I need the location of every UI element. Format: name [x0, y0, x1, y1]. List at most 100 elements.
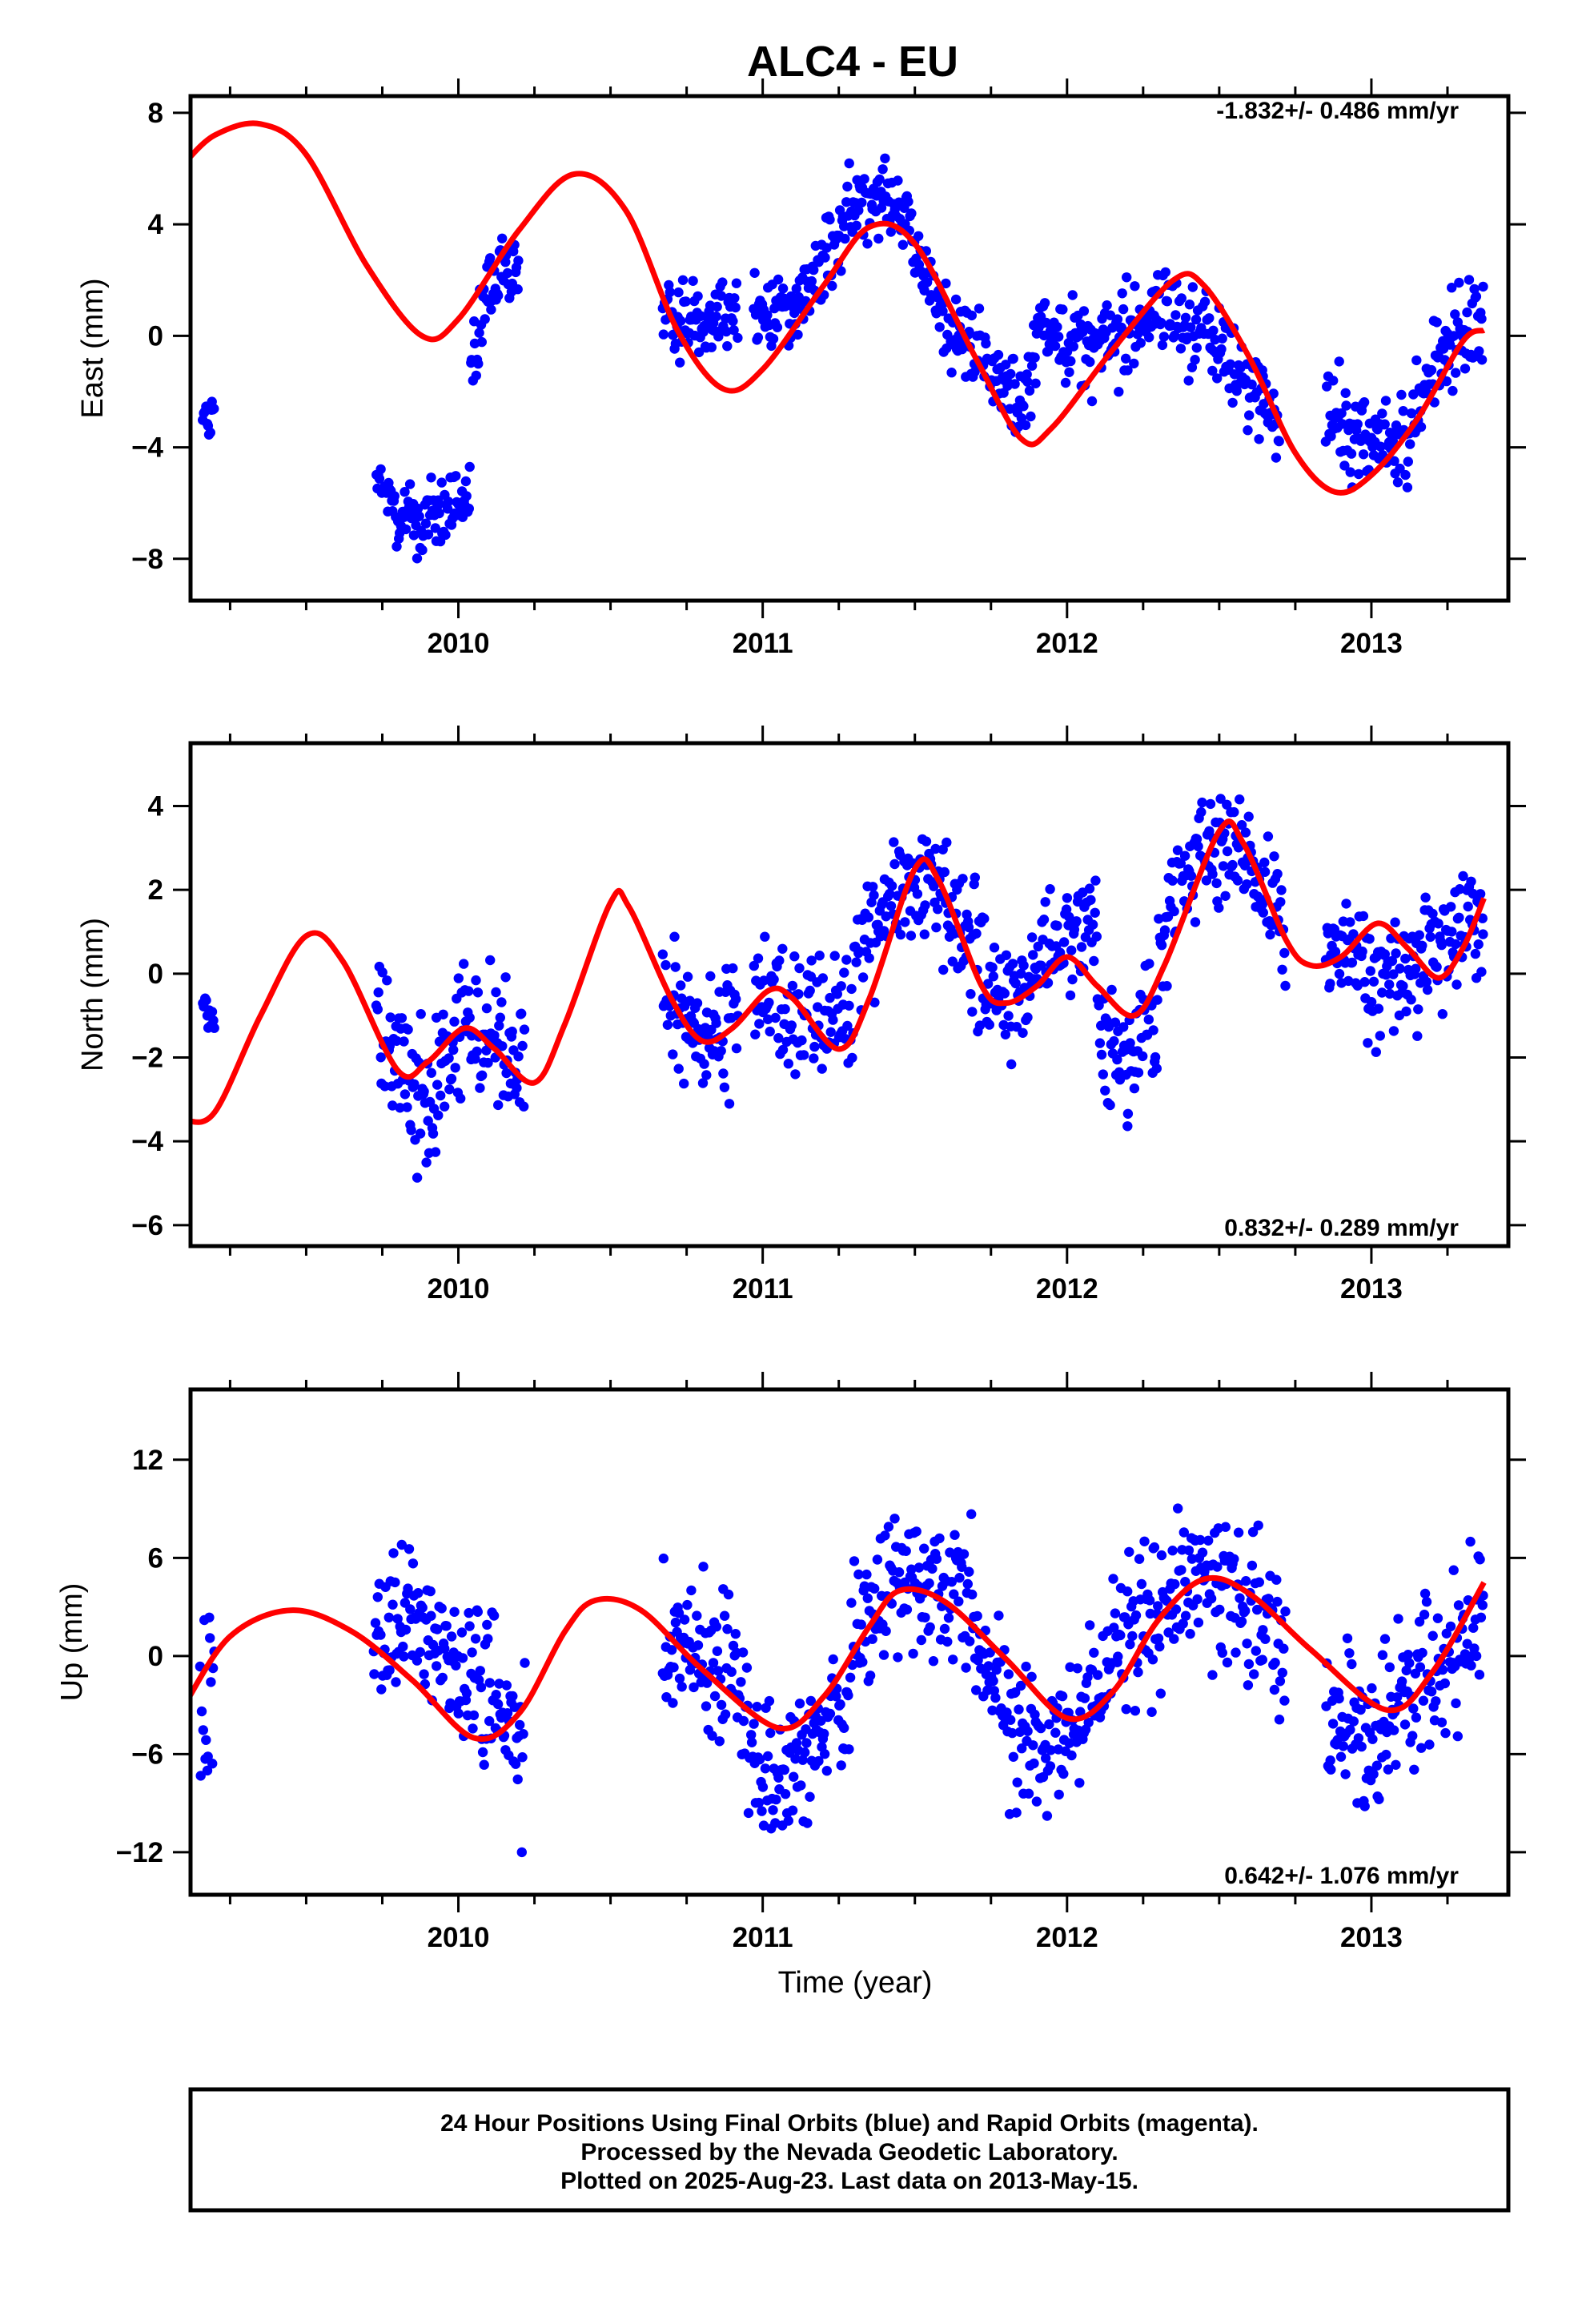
east-data-point: [1018, 401, 1029, 412]
up-data-point: [1042, 1811, 1053, 1821]
east-data-point: [1030, 352, 1040, 363]
up-data-point: [844, 1744, 854, 1755]
east-data-point: [874, 174, 885, 185]
up-data-point: [520, 1658, 530, 1668]
up-data-point: [1253, 1520, 1263, 1531]
north-data-point: [832, 989, 843, 999]
north-data-point: [958, 874, 968, 884]
north-data-point: [657, 949, 668, 959]
north-data-point: [1252, 891, 1263, 902]
north-data-point: [207, 1007, 218, 1017]
east-data-point: [1464, 275, 1475, 285]
north-data-point: [372, 1004, 383, 1015]
north-data-point: [1065, 990, 1076, 1001]
north-data-point: [846, 983, 857, 995]
up-data-point: [207, 1759, 218, 1769]
north-data-point: [375, 1052, 386, 1063]
up-data-point: [1257, 1655, 1268, 1665]
up-data-point: [1396, 1676, 1407, 1687]
east-x-tick-label: 2011: [733, 628, 793, 659]
up-data-point: [692, 1610, 702, 1621]
north-data-point: [1455, 884, 1465, 895]
up-data-point: [1379, 1634, 1391, 1644]
up-data-point: [1058, 1768, 1069, 1779]
north-data-point: [1138, 1051, 1148, 1062]
east-data-point: [1328, 376, 1339, 386]
north-data-point: [699, 1059, 709, 1069]
north-data-point: [705, 971, 716, 982]
footer-line-3: Plotted on 2025-Aug-23. Last data on 201…: [560, 2168, 1138, 2194]
up-data-point: [752, 1702, 762, 1712]
up-data-point: [749, 1719, 759, 1729]
up-data-point: [1367, 1683, 1377, 1694]
east-data-point: [1334, 356, 1344, 367]
north-data-point: [930, 843, 941, 854]
up-data-point: [1474, 1670, 1485, 1680]
north-data-point: [519, 1101, 529, 1112]
up-data-point: [472, 1606, 483, 1618]
east-data-point: [423, 529, 434, 540]
east-data-point: [1190, 355, 1200, 365]
up-data-point: [738, 1715, 749, 1727]
north-data-point: [724, 1099, 735, 1109]
east-y-tick-label: 4: [148, 209, 164, 240]
up-data-point: [853, 1569, 864, 1580]
north-data-point: [1143, 1014, 1154, 1025]
up-data-point: [673, 1608, 685, 1618]
north-data-point: [1090, 907, 1100, 919]
up-data-point: [839, 1723, 849, 1733]
east-data-point: [880, 153, 890, 163]
north-data-point: [1243, 811, 1254, 822]
up-data-point: [1270, 1658, 1280, 1668]
up-data-point: [405, 1604, 416, 1614]
east-data-point: [1060, 377, 1071, 388]
east-data-point: [1122, 272, 1132, 283]
east-rate-label: -1.832+/- 0.486 mm/yr: [1216, 98, 1459, 124]
up-data-point: [893, 1567, 905, 1578]
east-data-point: [1375, 441, 1386, 452]
east-data-point: [791, 283, 801, 294]
east-data-point: [1001, 360, 1011, 370]
north-data-point: [1100, 1085, 1110, 1096]
east-data-point: [1379, 419, 1390, 429]
east-data-point: [1431, 317, 1442, 328]
up-data-point: [1448, 1565, 1459, 1575]
east-data-point: [993, 349, 1004, 360]
up-data-point: [1197, 1547, 1208, 1558]
up-data-point: [1415, 1662, 1426, 1672]
north-data-point: [428, 1128, 439, 1139]
north-y-tick-label: 4: [148, 791, 164, 822]
up-plot-area: [191, 1503, 1488, 1858]
up-data-point: [516, 1847, 527, 1858]
north-data-point: [1363, 1038, 1373, 1048]
up-data-point: [736, 1677, 746, 1687]
north-data-point: [1325, 979, 1335, 989]
up-data-point: [828, 1654, 838, 1665]
north-data-point: [493, 1100, 504, 1111]
up-data-point: [1243, 1659, 1255, 1670]
east-data-point: [1008, 353, 1018, 364]
north-data-point: [1421, 976, 1432, 987]
north-data-point: [449, 1016, 460, 1027]
east-data-point: [417, 545, 428, 556]
north-data-point: [836, 981, 846, 991]
up-data-point: [701, 1678, 713, 1688]
north-data-point: [912, 889, 923, 899]
up-data-point: [1392, 1692, 1403, 1703]
east-data-point: [460, 476, 472, 487]
north-data-point: [967, 1007, 978, 1017]
north-data-point: [481, 1003, 492, 1014]
north-data-point: [1475, 889, 1486, 899]
up-data-point: [1185, 1629, 1195, 1639]
north-data-point: [758, 975, 769, 986]
up-data-point: [686, 1585, 697, 1596]
up-data-point: [939, 1623, 950, 1634]
north-data-point: [1451, 939, 1461, 950]
east-data-point: [1339, 460, 1350, 471]
east-data-point: [673, 287, 684, 298]
up-data-point: [1008, 1751, 1019, 1762]
up-data-point: [973, 1655, 983, 1666]
north-data-point: [208, 1015, 219, 1026]
north-data-point: [1240, 827, 1251, 838]
north-data-point: [728, 963, 738, 974]
